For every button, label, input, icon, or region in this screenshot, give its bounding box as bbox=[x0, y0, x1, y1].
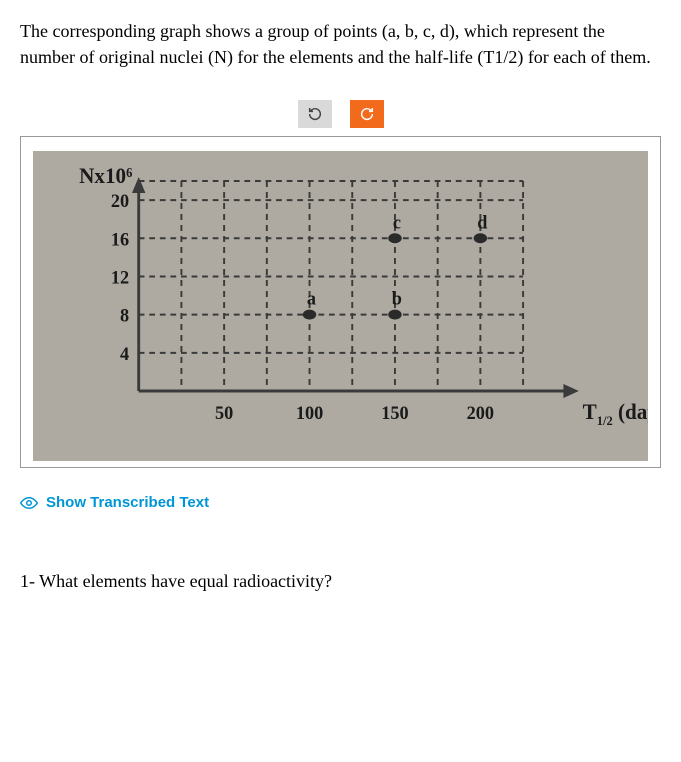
svg-text:8: 8 bbox=[120, 306, 129, 327]
svg-text:a: a bbox=[307, 289, 317, 310]
chart: 4 8 12 16 20 50 100 150 200 Nx10⁶ T1/2 (day) a b c d bbox=[33, 151, 648, 461]
redo-icon bbox=[359, 106, 375, 122]
svg-text:200: 200 bbox=[467, 403, 494, 424]
svg-text:Nx10⁶: Nx10⁶ bbox=[79, 164, 133, 188]
button-row bbox=[20, 100, 661, 128]
undo-button[interactable] bbox=[298, 100, 332, 128]
svg-text:b: b bbox=[392, 289, 402, 310]
svg-text:16: 16 bbox=[111, 229, 129, 250]
eye-icon bbox=[20, 496, 38, 510]
question-text: The corresponding graph shows a group of… bbox=[20, 18, 661, 70]
svg-text:4: 4 bbox=[120, 344, 129, 365]
svg-text:50: 50 bbox=[215, 403, 233, 424]
sub-question: 1- What elements have equal radioactivit… bbox=[20, 571, 661, 592]
svg-text:d: d bbox=[477, 212, 488, 233]
svg-text:20: 20 bbox=[111, 191, 129, 212]
show-transcribed-label: Show Transcribed Text bbox=[46, 494, 209, 511]
show-transcribed-link[interactable]: Show Transcribed Text bbox=[20, 494, 661, 511]
svg-text:T1/2 (day): T1/2 (day) bbox=[583, 400, 648, 428]
svg-text:c: c bbox=[393, 212, 401, 233]
svg-text:12: 12 bbox=[111, 267, 129, 288]
undo-icon bbox=[307, 106, 323, 122]
graph-container: 4 8 12 16 20 50 100 150 200 Nx10⁶ T1/2 (day) a b c d bbox=[20, 136, 661, 468]
svg-text:100: 100 bbox=[296, 403, 323, 424]
redo-button[interactable] bbox=[350, 100, 384, 128]
svg-text:150: 150 bbox=[381, 403, 408, 424]
